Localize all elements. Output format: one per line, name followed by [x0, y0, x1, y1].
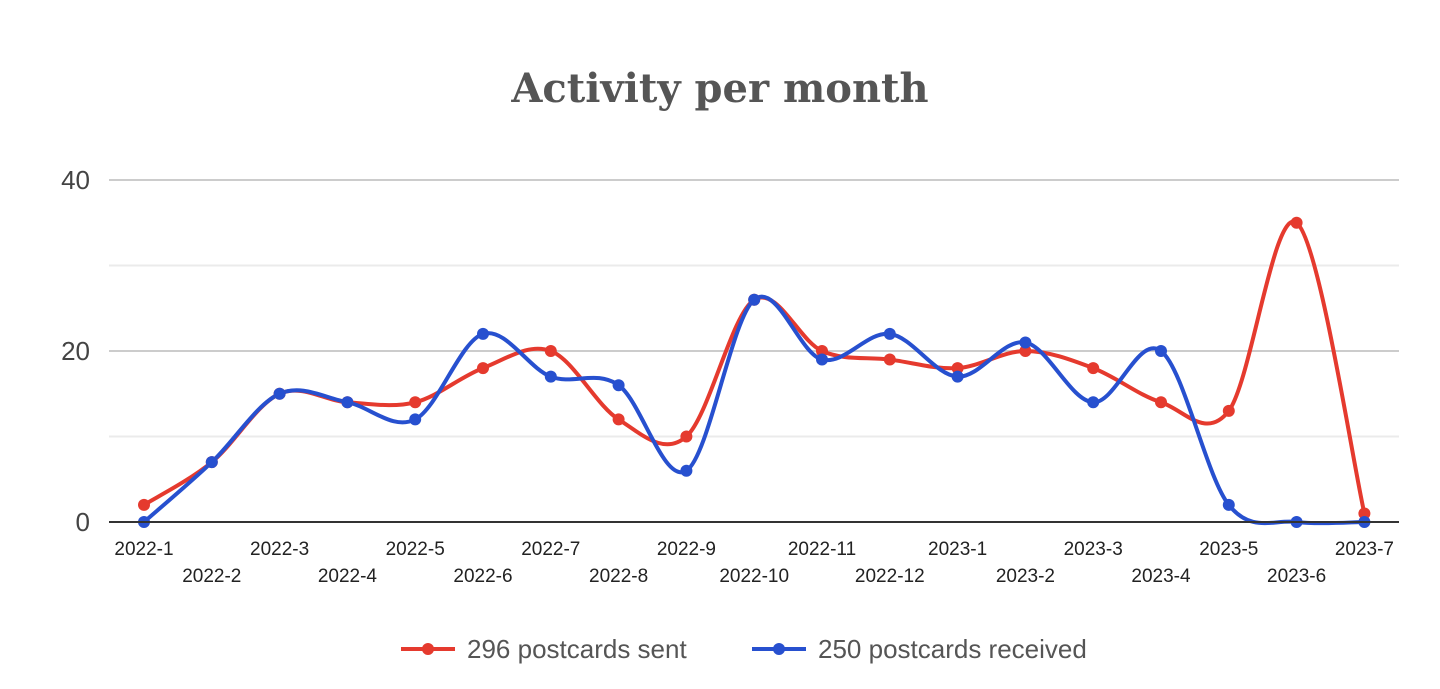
data-point[interactable] — [951, 370, 964, 383]
data-point[interactable] — [341, 396, 354, 409]
x-tick-label: 2022-12 — [855, 566, 925, 587]
series-line-1 — [142, 294, 1367, 526]
x-tick-label: 2023-4 — [1131, 566, 1191, 587]
data-point[interactable] — [1087, 362, 1100, 375]
chart-title: Activity per month — [510, 65, 928, 112]
legend-label-received: 250 postcards received — [818, 634, 1087, 664]
data-point[interactable] — [544, 345, 557, 357]
y-tick-label: 20 — [61, 336, 90, 366]
x-axis-ticks: 2022-1 2022-2 2022-3 2022-4 2022-5 2022-6 2022… — [114, 539, 1394, 587]
x-tick-label: 2023-3 — [1064, 539, 1123, 560]
x-tick-label: 2022-1 — [114, 539, 173, 560]
series-points — [138, 216, 1371, 528]
gridlines — [109, 179, 1399, 438]
data-point[interactable] — [1155, 345, 1167, 357]
data-point[interactable] — [1222, 404, 1235, 417]
data-point[interactable] — [816, 353, 828, 366]
x-tick-label: 2022-6 — [453, 566, 512, 587]
data-point[interactable] — [1155, 396, 1167, 409]
series-lines — [142, 219, 1367, 526]
data-point[interactable] — [612, 413, 625, 426]
data-point[interactable] — [273, 387, 286, 400]
data-point[interactable] — [1019, 345, 1032, 357]
y-tick-label: 40 — [61, 165, 90, 195]
data-point[interactable] — [1087, 396, 1100, 409]
legend[interactable]: 296 postcards sent 250 postcards receive… — [401, 634, 1087, 664]
data-point[interactable] — [883, 327, 896, 340]
data-point[interactable] — [205, 456, 218, 469]
data-point[interactable] — [1358, 507, 1371, 520]
data-point[interactable] — [477, 362, 489, 375]
x-tick-label: 2022-4 — [318, 566, 378, 587]
data-point[interactable] — [951, 362, 964, 375]
legend-label-sent: 296 postcards sent — [467, 634, 687, 664]
data-point[interactable] — [1222, 498, 1235, 511]
x-tick-label: 2022-2 — [182, 566, 241, 587]
data-point[interactable] — [477, 327, 489, 340]
x-tick-label: 2022-7 — [521, 539, 580, 560]
data-point[interactable] — [544, 370, 557, 383]
x-tick-label: 2022-8 — [589, 566, 648, 587]
legend-marker-sent — [422, 643, 434, 655]
data-point[interactable] — [409, 413, 422, 426]
x-tick-label: 2022-9 — [657, 539, 716, 560]
data-point[interactable] — [138, 498, 150, 511]
legend-marker-received — [773, 643, 785, 655]
data-point[interactable] — [748, 293, 761, 306]
x-tick-label: 2022-5 — [386, 539, 445, 560]
x-tick-label: 2023-2 — [996, 566, 1055, 587]
x-tick-label: 2023-1 — [928, 539, 987, 560]
x-tick-label: 2023-6 — [1267, 566, 1326, 587]
data-point[interactable] — [883, 353, 896, 366]
legend-item-sent[interactable]: 296 postcards sent — [401, 634, 687, 664]
x-tick-label: 2023-7 — [1335, 539, 1394, 560]
data-point[interactable] — [409, 396, 422, 409]
x-tick-label: 2023-5 — [1199, 539, 1258, 560]
data-point[interactable] — [816, 345, 828, 357]
x-tick-label: 2022-3 — [250, 539, 309, 560]
x-tick-label: 2022-10 — [719, 566, 789, 587]
y-axis-ticks: 0 20 40 — [61, 165, 90, 537]
data-point[interactable] — [680, 464, 693, 477]
data-point[interactable] — [1290, 216, 1303, 229]
data-point[interactable] — [1019, 336, 1032, 349]
y-tick-label: 0 — [76, 507, 90, 537]
data-point[interactable] — [612, 379, 625, 392]
legend-item-received[interactable]: 250 postcards received — [752, 634, 1087, 664]
data-point[interactable] — [680, 430, 693, 443]
x-tick-label: 2022-11 — [788, 539, 856, 560]
